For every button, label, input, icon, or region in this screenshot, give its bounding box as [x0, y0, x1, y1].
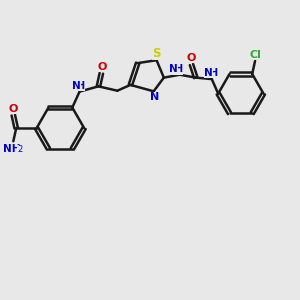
Text: 2: 2: [17, 146, 22, 154]
Text: O: O: [9, 104, 18, 114]
Text: H: H: [174, 64, 182, 74]
Text: S: S: [152, 47, 161, 60]
Text: O: O: [97, 62, 106, 72]
Text: N: N: [72, 81, 80, 92]
Text: H: H: [209, 68, 217, 78]
Text: O: O: [187, 53, 196, 63]
Text: H: H: [76, 81, 85, 92]
Text: N: N: [169, 64, 178, 74]
Text: N: N: [151, 92, 160, 102]
Text: Cl: Cl: [250, 50, 262, 59]
Text: NH: NH: [3, 143, 21, 154]
Text: N: N: [204, 68, 213, 78]
